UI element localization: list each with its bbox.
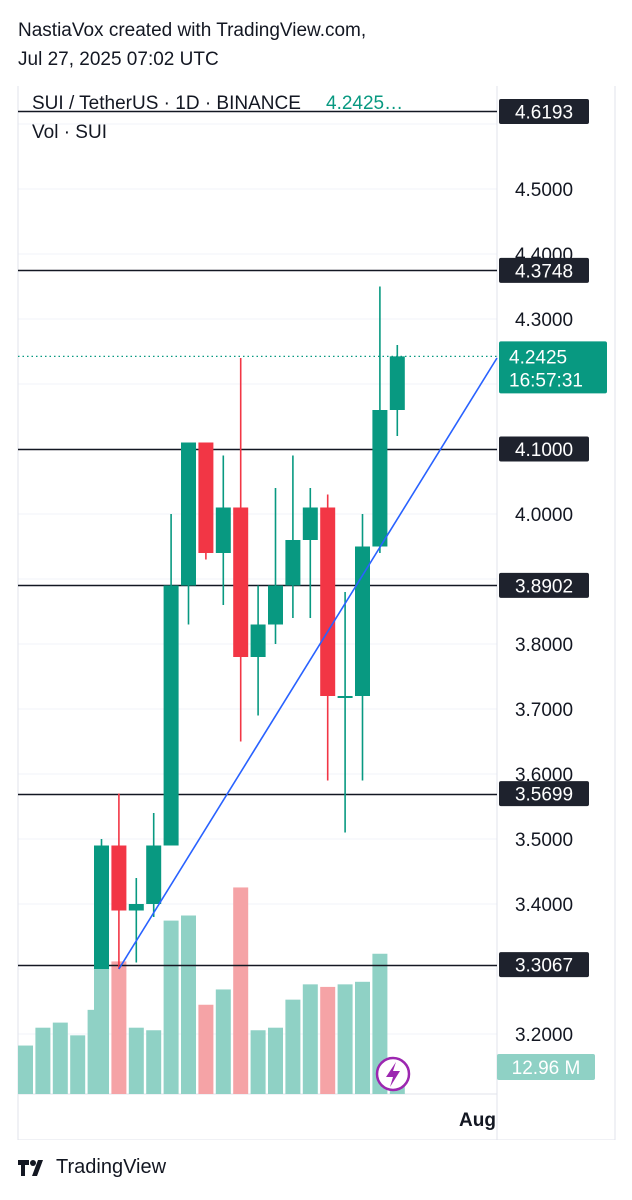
volume-bar xyxy=(128,1027,144,1094)
level-price-label-box xyxy=(499,436,589,462)
level-price-label: 4.1000 xyxy=(515,440,573,461)
volume-bar xyxy=(285,999,301,1094)
candle-body xyxy=(355,546,370,696)
volume-bar xyxy=(35,1027,51,1094)
level-price-label-box xyxy=(499,952,589,978)
level-price-label-box xyxy=(499,781,589,807)
candle[interactable] xyxy=(128,878,144,963)
lightning-icon[interactable] xyxy=(375,1056,411,1092)
candle[interactable] xyxy=(337,592,353,833)
volume-bar xyxy=(320,986,336,1094)
candle[interactable] xyxy=(389,345,405,436)
tradingview-brand: TradingView xyxy=(18,1156,166,1179)
level-price-label: 4.6193 xyxy=(515,102,573,123)
level-price-label-box xyxy=(499,572,589,598)
y-tick-label: 3.7000 xyxy=(515,700,573,721)
author-line: NastiaVox created with TradingView.com, xyxy=(18,20,367,41)
volume-bar xyxy=(302,984,318,1094)
y-tick-label: 3.5000 xyxy=(515,830,573,851)
price-chart[interactable]: 3.20003.30003.40003.50003.60003.70003.80… xyxy=(0,0,632,1140)
volume-bar xyxy=(355,981,370,1094)
candle-body xyxy=(337,696,353,698)
level-price-label: 3.3067 xyxy=(515,956,573,977)
candle-body xyxy=(128,904,144,911)
trendline[interactable] xyxy=(118,357,498,970)
candle[interactable] xyxy=(302,488,318,618)
countdown-label: 16:57:31 xyxy=(509,370,583,391)
candle[interactable] xyxy=(146,813,162,917)
candle[interactable] xyxy=(233,358,249,742)
y-tick-label: 4.5000 xyxy=(515,180,573,201)
candle-body xyxy=(198,442,214,553)
candle-body xyxy=(146,845,162,904)
volume-bar xyxy=(233,887,249,1094)
candle-body xyxy=(163,585,179,846)
candle[interactable] xyxy=(355,514,370,781)
candle-body xyxy=(233,507,249,657)
timestamp-line: Jul 27, 2025 07:02 UTC xyxy=(18,49,219,70)
lightning-icon-bolt xyxy=(386,1062,400,1087)
level-price-label-box xyxy=(499,98,589,124)
level-price-label: 4.3748 xyxy=(515,261,573,282)
volume-bar xyxy=(268,1027,283,1094)
volume-bar xyxy=(18,1045,33,1094)
level-price-label: 3.5699 xyxy=(515,785,573,806)
level-price-label: 3.8902 xyxy=(515,576,573,597)
candle[interactable] xyxy=(285,455,301,619)
volume-bar xyxy=(52,1022,68,1094)
brand-name: TradingView xyxy=(56,1156,167,1178)
tradingview-logo-icon xyxy=(18,1159,43,1176)
y-tick-label: 4.0000 xyxy=(515,505,573,526)
candle-body xyxy=(372,410,388,547)
candle[interactable] xyxy=(163,514,179,846)
candle-body xyxy=(268,585,283,625)
volume-bar xyxy=(111,961,127,1094)
y-tick-label: 3.8000 xyxy=(515,635,573,656)
candle-body xyxy=(250,624,266,657)
volume-bar xyxy=(198,1004,214,1094)
y-tick-label: 3.6000 xyxy=(515,765,573,786)
legend-volume: Vol · SUI xyxy=(32,122,107,143)
y-tick-label: 3.2000 xyxy=(515,1025,573,1046)
candle[interactable] xyxy=(181,442,196,625)
candle-body xyxy=(285,540,301,586)
volume-bar xyxy=(163,920,179,1094)
last-price-label-box xyxy=(499,341,607,394)
legend-price: 4.2425… xyxy=(326,93,403,114)
chart-header: NastiaVox created with TradingView.com, … xyxy=(18,16,366,74)
volume-bar xyxy=(215,989,231,1094)
volume-bar xyxy=(181,915,196,1094)
y-tick-label: 3.4000 xyxy=(515,895,573,916)
candle-body xyxy=(94,845,109,969)
x-tick-label: Aug xyxy=(459,1110,496,1131)
volume-bar xyxy=(250,1030,266,1094)
candle[interactable] xyxy=(111,793,127,970)
candle-body xyxy=(181,442,196,586)
y-tick-label: 4.3000 xyxy=(515,310,573,331)
level-price-label-box xyxy=(499,257,589,283)
candle-body xyxy=(320,507,336,696)
candle[interactable] xyxy=(215,455,231,606)
volume-bar xyxy=(372,953,388,1094)
volume-label: 12.96 M xyxy=(512,1058,581,1079)
candle-body xyxy=(111,845,127,911)
candle-body xyxy=(215,507,231,553)
volume-bar xyxy=(70,1035,86,1094)
candle-body xyxy=(302,507,318,540)
candle[interactable] xyxy=(94,839,109,969)
volume-bar xyxy=(146,1030,162,1094)
volume-bar xyxy=(337,984,353,1094)
candle-body xyxy=(389,356,405,410)
legend-symbol: SUI / TetherUS · 1D · BINANCE xyxy=(32,93,301,114)
candle[interactable] xyxy=(198,442,214,560)
volume-label-box xyxy=(497,1054,595,1080)
candle[interactable] xyxy=(372,286,388,554)
candle[interactable] xyxy=(268,488,283,644)
candle[interactable] xyxy=(320,494,336,781)
candle[interactable] xyxy=(250,585,266,716)
last-price-label: 4.2425 xyxy=(509,347,567,368)
